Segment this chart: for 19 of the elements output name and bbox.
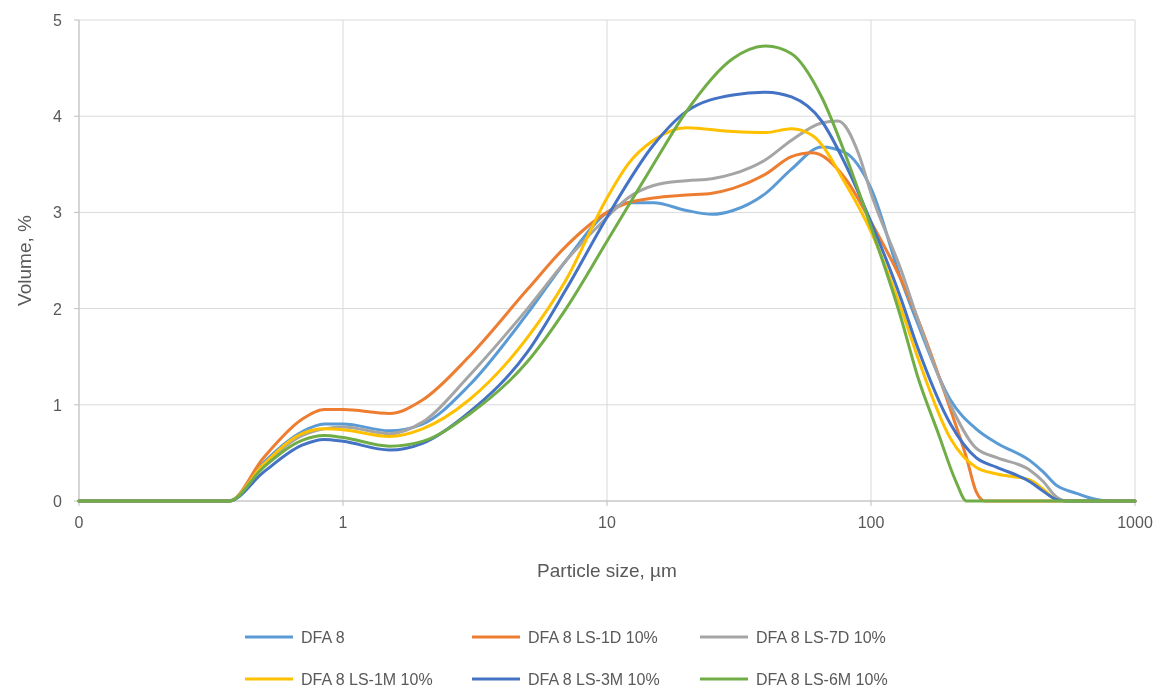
- x-tick-label: 1000: [1117, 514, 1153, 531]
- legend-label: DFA 8 LS-1M 10%: [301, 671, 433, 688]
- legend-label: DFA 8 LS-1D 10%: [528, 629, 658, 646]
- x-tick-label: 100: [857, 514, 885, 531]
- x-tick-label: 10: [598, 514, 616, 531]
- y-tick-label: 0: [53, 493, 63, 510]
- y-tick-label: 4: [53, 108, 63, 126]
- y-tick-label: 1: [53, 396, 63, 414]
- x-tick-label: 1: [338, 514, 348, 531]
- legend-label: DFA 8 LS-3M 10%: [528, 671, 660, 688]
- legend-label: DFA 8 LS-7D 10%: [756, 629, 886, 646]
- legend-label: DFA 8 LS-6M 10%: [756, 671, 888, 688]
- legend-label: DFA 8: [301, 629, 345, 646]
- y-tick-label: 5: [53, 12, 63, 29]
- x-axis-title: Particle size, µm: [537, 560, 677, 581]
- y-axis-title: Volume, %: [14, 214, 35, 306]
- y-tick-label: 2: [53, 300, 63, 318]
- y-tick-label: 3: [53, 204, 63, 222]
- x-tick-label: 0: [74, 514, 84, 531]
